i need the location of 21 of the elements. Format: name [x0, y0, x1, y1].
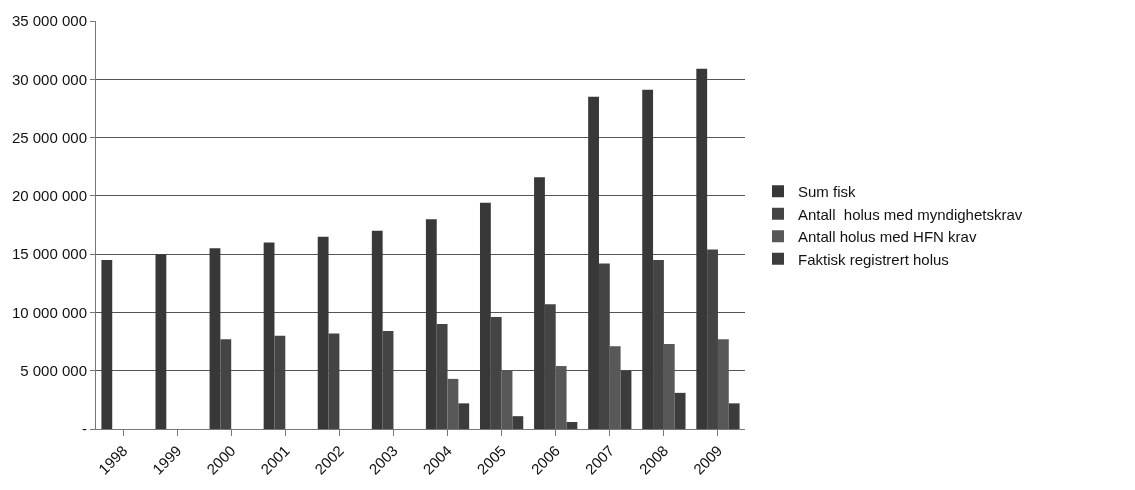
- bar: [101, 259, 113, 429]
- bar: [447, 378, 459, 429]
- y-tick-label: -: [82, 420, 87, 438]
- y-tick-label: 10 000 000: [11, 303, 87, 321]
- y-tick-label: 15 000 000: [11, 245, 87, 263]
- bar: [566, 422, 578, 429]
- legend-label: Sum fisk: [797, 183, 856, 201]
- legend-label: Antall holus med myndighetskrav: [797, 205, 1023, 223]
- y-tick-label: 25 000 000: [11, 128, 87, 146]
- bar: [458, 403, 470, 429]
- bar: [512, 416, 524, 429]
- legend-label: Antall holus med HFN krav: [797, 228, 977, 246]
- y-tick-label: 30 000 000: [11, 70, 87, 88]
- y-tick-label: 5 000 000: [20, 361, 87, 379]
- bar: [155, 254, 167, 429]
- y-tick-label: 35 000 000: [11, 12, 87, 30]
- bar: [728, 403, 740, 429]
- bar: [674, 392, 686, 429]
- y-tick-label: 20 000 000: [11, 187, 87, 205]
- legend-label: Faktisk registrert holus: [797, 250, 949, 268]
- bar: [620, 370, 632, 429]
